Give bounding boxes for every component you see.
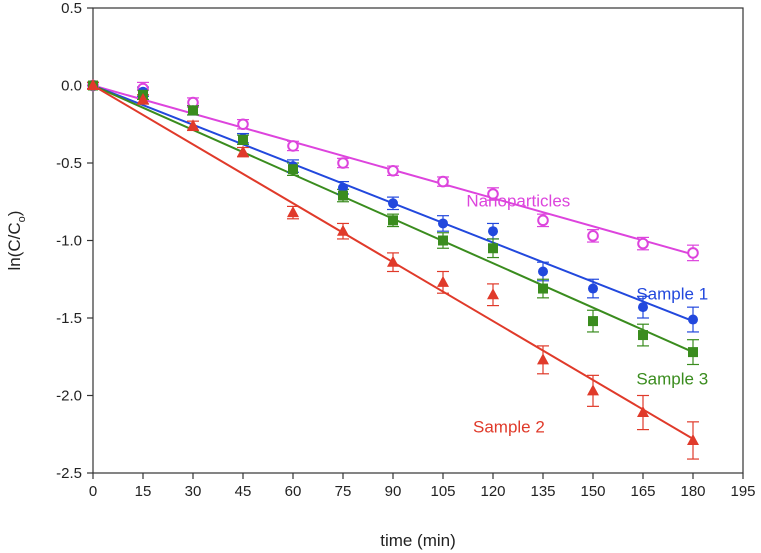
x-tick-label: 15 bbox=[135, 483, 152, 500]
data-point-sample-1 bbox=[488, 226, 498, 237]
x-tick-label: 30 bbox=[185, 483, 202, 500]
y-tick-label: -0.5 bbox=[56, 155, 82, 172]
y-axis-title-subscript: o bbox=[16, 216, 28, 222]
x-axis-title: time (min) bbox=[380, 531, 456, 550]
data-point-sample-1 bbox=[588, 283, 598, 294]
data-point-sample-3 bbox=[538, 283, 548, 294]
series-label-nanoparticles: Nanoparticles bbox=[466, 191, 570, 210]
x-tick-label: 60 bbox=[285, 483, 302, 500]
data-point-sample-2 bbox=[537, 353, 549, 365]
data-point-sample-3 bbox=[588, 316, 598, 327]
data-point-sample-3 bbox=[638, 330, 648, 341]
data-point-sample-3 bbox=[388, 215, 398, 226]
x-tick-label: 150 bbox=[580, 483, 605, 500]
data-point-sample-2 bbox=[637, 406, 649, 418]
error-bars bbox=[87, 81, 699, 460]
data-point-sample-2 bbox=[237, 145, 249, 157]
data-point-sample-2 bbox=[687, 433, 699, 445]
x-tick-label: 180 bbox=[680, 483, 705, 500]
x-tick-label: 120 bbox=[480, 483, 505, 500]
y-axis-title: ln(C/Co) bbox=[5, 211, 28, 271]
data-point-sample-1 bbox=[638, 302, 648, 313]
data-point-sample-2 bbox=[187, 119, 199, 131]
series-labels: Nanoparticles Sample 1 Sample 3 Sample 2 bbox=[466, 191, 708, 436]
data-point-sample-3 bbox=[188, 105, 198, 116]
data-point-nanoparticles bbox=[587, 230, 599, 242]
data-point-nanoparticles bbox=[537, 214, 549, 227]
x-tick-label: 105 bbox=[430, 483, 455, 500]
data-point-nanoparticles bbox=[437, 175, 449, 188]
data-point-nanoparticles bbox=[637, 237, 649, 250]
data-point-nanoparticles bbox=[237, 118, 249, 131]
x-tick-label: 45 bbox=[235, 483, 252, 500]
data-point-nanoparticles bbox=[337, 157, 349, 169]
data-point-sample-2 bbox=[87, 79, 99, 90]
data-point-nanoparticles bbox=[487, 188, 499, 200]
data-point-sample-3 bbox=[338, 190, 348, 201]
y-tick-label: -1.0 bbox=[56, 233, 82, 250]
y-axis: 0.5 0.0 -0.5 -1.0 -1.5 -2.0 -2.5 bbox=[56, 0, 93, 482]
y-tick-label: 0.0 bbox=[61, 78, 82, 95]
data-point-sample-3 bbox=[288, 164, 298, 175]
data-point-sample-1 bbox=[338, 182, 348, 193]
data-point-sample-1 bbox=[388, 198, 398, 209]
data-point-sample-1 bbox=[538, 266, 548, 277]
data-markers bbox=[87, 79, 699, 445]
x-axis: 0 15 30 45 60 75 90 105 120 135 150 165 180 195 bbox=[89, 473, 756, 500]
x-tick-label: 135 bbox=[530, 483, 555, 500]
data-point-nanoparticles bbox=[287, 140, 299, 152]
series-label-sample-2: Sample 2 bbox=[473, 418, 545, 437]
y-tick-label: -2.0 bbox=[56, 388, 82, 405]
y-axis-title-close: ) bbox=[5, 211, 24, 217]
y-axis-title-main: ln(C/C bbox=[5, 222, 24, 270]
y-tick-label: -1.5 bbox=[56, 310, 82, 327]
y-tick-label: 0.5 bbox=[61, 0, 82, 17]
data-point-sample-2 bbox=[287, 206, 299, 218]
data-point-sample-3 bbox=[238, 134, 248, 145]
data-point-sample-2 bbox=[587, 384, 599, 396]
data-point-nanoparticles bbox=[387, 164, 399, 177]
data-point-sample-3 bbox=[438, 235, 448, 246]
x-tick-label: 90 bbox=[385, 483, 402, 500]
data-point-sample-2 bbox=[387, 255, 399, 267]
x-tick-label: 165 bbox=[630, 483, 655, 500]
x-tick-label: 195 bbox=[730, 483, 755, 500]
data-point-sample-3 bbox=[488, 243, 498, 254]
data-point-sample-1 bbox=[438, 218, 448, 229]
data-point-sample-2 bbox=[137, 92, 149, 104]
x-tick-label: 75 bbox=[335, 483, 352, 500]
data-point-sample-1 bbox=[688, 314, 698, 325]
data-point-sample-2 bbox=[487, 288, 499, 300]
data-point-sample-3 bbox=[688, 347, 698, 358]
data-point-sample-2 bbox=[337, 224, 349, 236]
series-label-sample-1: Sample 1 bbox=[636, 284, 708, 303]
y-tick-label: -2.5 bbox=[56, 465, 82, 482]
data-point-nanoparticles bbox=[687, 247, 699, 259]
series-label-sample-3: Sample 3 bbox=[636, 370, 708, 389]
x-tick-label: 0 bbox=[89, 483, 97, 500]
data-point-sample-2 bbox=[437, 275, 449, 287]
